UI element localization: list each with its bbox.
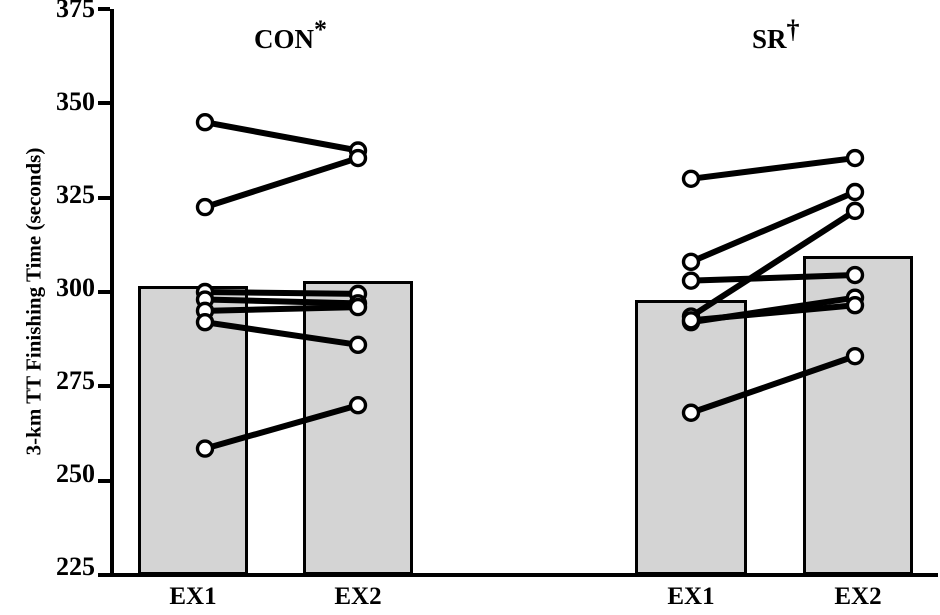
group-label-con: CON* [254,17,327,55]
data-point-marker [681,403,701,422]
y-axis-tick-275 [98,384,110,389]
x-tick-label-sr-ex1: EX1 [667,583,715,610]
x-tick-label-con-ex1: EX1 [169,583,217,610]
data-point-marker [348,148,368,168]
data-point-marker [845,182,865,202]
group-label-sr: SR† [752,17,800,55]
asterisk-icon: * [314,15,327,44]
data-point-marker [845,201,865,221]
subject-line [202,319,361,348]
y-axis-line [110,9,114,575]
subject-line [688,302,858,324]
data-point-marker [348,396,368,415]
dagger-icon: † [786,15,800,44]
y-tick-label-275: 275 [56,366,95,395]
y-axis-tick-300 [98,290,110,294]
group-label-con-text: CON [254,24,314,54]
x-tick-label-sr-ex2: EX2 [834,583,882,610]
bar-con-ex2 [303,280,413,575]
subject-line [688,207,858,320]
subject-line [202,402,361,452]
data-point-marker [845,296,865,315]
data-point-marker [348,335,368,355]
y-tick-label-350: 350 [56,87,95,116]
y-axis-tick-250 [98,478,110,483]
data-point-marker [195,197,215,217]
subject-line [688,155,858,182]
data-point-marker [681,252,701,272]
data-point-marker [845,148,865,168]
y-tick-label-325: 325 [56,180,95,209]
y-axis-tick-375 [98,7,110,11]
subject-line [688,353,858,416]
data-point-marker [348,297,368,317]
data-point-marker [845,265,865,285]
y-tick-label-375: 375 [56,0,95,23]
subject-line [202,119,361,154]
subject-line [202,155,361,211]
y-axis-tick-225 [98,573,110,577]
data-point-marker [845,346,865,366]
group-label-sr-text: SR [752,24,787,54]
data-point-marker [681,271,701,290]
bar-sr-ex1 [635,299,747,575]
y-axis-tick-350 [98,101,110,106]
bar-con-ex1 [138,286,248,575]
subject-line [202,289,361,297]
y-axis-tick-labels: 375 350 325 300 275 250 225 [0,0,95,615]
subject-line [202,296,361,307]
y-tick-label-225: 225 [56,552,95,581]
data-point-marker [195,112,215,132]
x-tick-label-con-ex2: EX2 [334,583,382,610]
subject-line [202,304,361,314]
y-tick-label-250: 250 [56,459,95,488]
x-axis-line [110,573,938,577]
subject-line [688,189,858,265]
data-point-marker [681,169,701,189]
data-point-marker [195,439,215,458]
y-axis-tick-325 [98,195,110,200]
data-point-marker [681,311,701,330]
subject-line [688,272,858,284]
y-tick-label-300: 300 [56,273,95,302]
data-point-marker [195,312,215,332]
